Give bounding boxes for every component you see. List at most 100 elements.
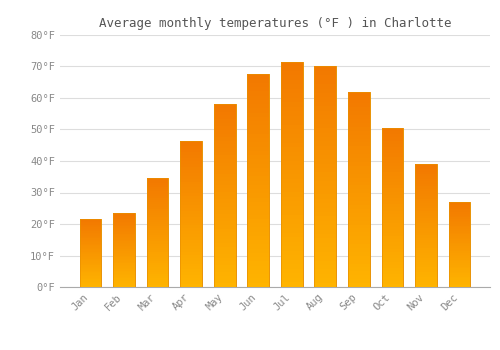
Bar bbox=[382, 185, 404, 188]
Bar bbox=[348, 115, 370, 119]
Bar bbox=[382, 198, 404, 201]
Bar bbox=[382, 128, 404, 287]
Bar bbox=[214, 210, 236, 214]
Bar bbox=[180, 152, 202, 155]
Bar bbox=[248, 261, 269, 266]
Bar bbox=[113, 229, 135, 231]
Bar bbox=[348, 107, 370, 111]
Bar bbox=[180, 176, 202, 178]
Bar bbox=[214, 104, 236, 108]
Bar bbox=[281, 84, 302, 89]
Bar bbox=[180, 264, 202, 266]
Bar bbox=[415, 186, 437, 189]
Bar bbox=[113, 271, 135, 272]
Bar bbox=[448, 268, 470, 270]
Bar bbox=[382, 258, 404, 261]
Bar bbox=[80, 251, 102, 252]
Bar bbox=[415, 203, 437, 206]
Title: Average monthly temperatures (°F ) in Charlotte: Average monthly temperatures (°F ) in Ch… bbox=[99, 17, 451, 30]
Bar bbox=[80, 283, 102, 284]
Bar bbox=[146, 285, 169, 287]
Bar bbox=[248, 232, 269, 236]
Bar bbox=[448, 260, 470, 261]
Bar bbox=[113, 280, 135, 281]
Bar bbox=[348, 205, 370, 209]
Bar bbox=[448, 275, 470, 277]
Bar bbox=[113, 256, 135, 257]
Bar bbox=[415, 198, 437, 201]
Bar bbox=[281, 242, 302, 246]
Bar bbox=[348, 267, 370, 271]
Bar bbox=[348, 279, 370, 283]
Bar bbox=[382, 211, 404, 214]
Bar bbox=[80, 260, 102, 261]
Bar bbox=[113, 263, 135, 265]
Bar bbox=[80, 273, 102, 275]
Bar bbox=[80, 231, 102, 233]
Bar bbox=[248, 108, 269, 113]
Bar bbox=[348, 146, 370, 150]
Bar bbox=[80, 219, 102, 220]
Bar bbox=[281, 237, 302, 242]
Bar bbox=[348, 240, 370, 244]
Bar bbox=[314, 172, 336, 177]
Bar bbox=[348, 256, 370, 260]
Bar bbox=[448, 202, 470, 287]
Bar bbox=[248, 74, 269, 79]
Bar bbox=[248, 257, 269, 261]
Bar bbox=[80, 229, 102, 230]
Bar bbox=[281, 197, 302, 201]
Bar bbox=[281, 89, 302, 93]
Bar bbox=[382, 217, 404, 220]
Bar bbox=[281, 215, 302, 219]
Bar bbox=[80, 236, 102, 237]
Bar bbox=[281, 116, 302, 120]
Bar bbox=[80, 286, 102, 287]
Bar bbox=[382, 201, 404, 204]
Bar bbox=[314, 265, 336, 270]
Bar bbox=[448, 205, 470, 207]
Bar bbox=[448, 261, 470, 263]
Bar bbox=[448, 212, 470, 214]
Bar bbox=[180, 144, 202, 146]
Bar bbox=[281, 138, 302, 143]
Bar bbox=[448, 267, 470, 268]
Bar bbox=[448, 234, 470, 236]
Bar bbox=[314, 102, 336, 106]
Bar bbox=[214, 232, 236, 236]
Bar bbox=[214, 199, 236, 203]
Bar bbox=[146, 274, 169, 276]
Bar bbox=[314, 133, 336, 137]
Bar bbox=[146, 202, 169, 204]
Bar bbox=[146, 241, 169, 244]
Bar bbox=[214, 126, 236, 130]
Bar bbox=[80, 248, 102, 249]
Bar bbox=[382, 163, 404, 166]
Bar bbox=[113, 226, 135, 228]
Bar bbox=[113, 281, 135, 282]
Bar bbox=[281, 265, 302, 269]
Bar bbox=[415, 169, 437, 171]
Bar bbox=[415, 236, 437, 238]
Bar bbox=[382, 182, 404, 185]
Bar bbox=[415, 196, 437, 198]
Bar bbox=[348, 119, 370, 123]
Bar bbox=[281, 120, 302, 125]
Bar bbox=[113, 253, 135, 254]
Bar bbox=[415, 240, 437, 243]
Bar bbox=[80, 240, 102, 241]
Bar bbox=[348, 209, 370, 213]
Bar bbox=[314, 203, 336, 208]
Bar bbox=[415, 262, 437, 265]
Bar bbox=[248, 96, 269, 100]
Bar bbox=[180, 205, 202, 208]
Bar bbox=[314, 89, 336, 93]
Bar bbox=[180, 258, 202, 261]
Bar bbox=[214, 192, 236, 196]
Bar bbox=[214, 236, 236, 239]
Bar bbox=[113, 222, 135, 223]
Bar bbox=[146, 213, 169, 215]
Bar bbox=[415, 238, 437, 240]
Bar bbox=[281, 282, 302, 287]
Bar bbox=[146, 254, 169, 257]
